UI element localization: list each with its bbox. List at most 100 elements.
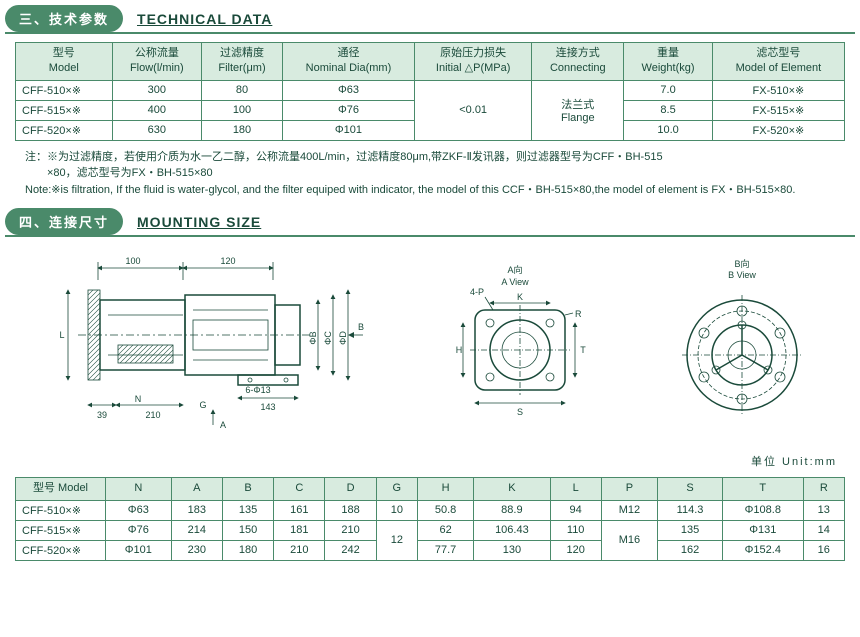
- t2-cell: CFF-520×※: [16, 540, 106, 560]
- t2-cell: M12: [601, 500, 657, 520]
- t2-header-6: G: [376, 478, 417, 500]
- t1-header-2: 过滤精度Filter(μm): [202, 43, 283, 81]
- t2-cell: 62: [417, 520, 473, 540]
- section2-header: 四、连接尺寸 MOUNTING SIZE: [5, 208, 855, 237]
- t2-cell: 150: [222, 520, 273, 540]
- t2-cell: 135: [222, 500, 273, 520]
- t2-cell: CFF-515×※: [16, 520, 106, 540]
- t2-cell: Φ76: [106, 520, 172, 540]
- t2-header-4: C: [274, 478, 325, 500]
- t2-cell: 135: [658, 520, 723, 540]
- svg-text:ΦB: ΦB: [308, 332, 318, 345]
- t2-header-5: D: [325, 478, 376, 500]
- t2-cell: 180: [222, 540, 273, 560]
- svg-text:S: S: [517, 407, 523, 417]
- t2-cell: 130: [474, 540, 550, 560]
- t1-cell: 630: [112, 120, 202, 140]
- t1-cell: 10.0: [624, 120, 712, 140]
- note-line1: 注：※为过滤精度，若使用介质为水一乙二醇，公称流量400L/min，过滤精度80…: [25, 149, 845, 166]
- t1-cell: 法兰式Flange: [532, 80, 624, 140]
- t1-header-7: 滤芯型号Model of Element: [712, 43, 844, 81]
- t2-cell: 110: [550, 520, 601, 540]
- t1-cell: CFF-515×※: [16, 100, 113, 120]
- t1-cell: 100: [202, 100, 283, 120]
- t2-cell: 183: [171, 500, 222, 520]
- t1-cell: FX-515×※: [712, 100, 844, 120]
- t1-cell: 7.0: [624, 80, 712, 100]
- t2-cell: 14: [803, 520, 844, 540]
- svg-text:ΦD: ΦD: [338, 331, 348, 345]
- diagram-row: 100 120 L 39 N 210 G 143: [5, 245, 855, 445]
- t2-cell: Φ131: [722, 520, 803, 540]
- svg-text:B向: B向: [734, 258, 749, 269]
- t2-cell: 10: [376, 500, 417, 520]
- svg-text:N: N: [135, 394, 142, 404]
- svg-text:R: R: [575, 309, 582, 319]
- svg-text:G: G: [200, 400, 207, 410]
- t2-cell: 77.7: [417, 540, 473, 560]
- technical-data-table: 型号Model公称流量Flow(l/min)过滤精度Filter(μm)通径No…: [15, 42, 845, 141]
- t2-cell: 88.9: [474, 500, 550, 520]
- note-line2: ×80，滤芯型号为FX・BH-515×80: [25, 165, 845, 182]
- t1-cell: 8.5: [624, 100, 712, 120]
- t1-cell: Φ101: [282, 120, 414, 140]
- section2-badge: 四、连接尺寸: [5, 208, 123, 235]
- t2-header-9: L: [550, 478, 601, 500]
- t2-cell: CFF-510×※: [16, 500, 106, 520]
- t2-header-0: 型号 Model: [16, 478, 106, 500]
- diagram-b-view: B向 B View: [662, 255, 822, 435]
- t2-cell: 50.8: [417, 500, 473, 520]
- t1-cell: 400: [112, 100, 202, 120]
- svg-text:B View: B View: [728, 270, 756, 280]
- svg-text:A向: A向: [507, 264, 522, 275]
- svg-text:A: A: [220, 420, 226, 430]
- t1-cell: FX-520×※: [712, 120, 844, 140]
- t2-cell: 120: [550, 540, 601, 560]
- t2-cell: M16: [601, 520, 657, 560]
- svg-text:K: K: [517, 292, 523, 302]
- t2-cell: Φ63: [106, 500, 172, 520]
- diagram-a-view: A向 A View 4-P K R H T S: [435, 255, 595, 435]
- svg-text:210: 210: [146, 410, 161, 420]
- t2-cell: 181: [274, 520, 325, 540]
- t2-cell: 188: [325, 500, 376, 520]
- mounting-size-table: 型号 ModelNABCDGHKLPSTR CFF-510×※Φ63183135…: [15, 477, 845, 560]
- t2-header-10: P: [601, 478, 657, 500]
- t1-cell: CFF-520×※: [16, 120, 113, 140]
- t2-cell: 162: [658, 540, 723, 560]
- t2-cell: 12: [376, 520, 417, 560]
- t2-header-8: K: [474, 478, 550, 500]
- t2-cell: 214: [171, 520, 222, 540]
- t2-cell: Φ108.8: [722, 500, 803, 520]
- section1-header: 三、技术参数 TECHNICAL DATA: [5, 5, 855, 34]
- t1-cell: FX-510×※: [712, 80, 844, 100]
- t2-cell: 94: [550, 500, 601, 520]
- note-line3: Note:※is filtration, If the fluid is wat…: [25, 182, 845, 199]
- t2-cell: 106.43: [474, 520, 550, 540]
- t2-cell: 16: [803, 540, 844, 560]
- t2-cell: 114.3: [658, 500, 723, 520]
- t1-cell: CFF-510×※: [16, 80, 113, 100]
- section1-title-en: TECHNICAL DATA: [137, 11, 272, 27]
- svg-text:L: L: [60, 330, 65, 340]
- svg-text:H: H: [456, 345, 463, 355]
- t1-header-0: 型号Model: [16, 43, 113, 81]
- t1-cell: 80: [202, 80, 283, 100]
- t2-cell: 242: [325, 540, 376, 560]
- section2-title-en: MOUNTING SIZE: [137, 214, 261, 230]
- t1-cell: <0.01: [415, 80, 532, 140]
- svg-text:A View: A View: [501, 277, 529, 287]
- t1-cell: 300: [112, 80, 202, 100]
- svg-text:39: 39: [97, 410, 107, 420]
- t2-header-7: H: [417, 478, 473, 500]
- t2-header-1: N: [106, 478, 172, 500]
- t1-header-3: 通径Nominal Dia(mm): [282, 43, 414, 81]
- t1-cell: Φ76: [282, 100, 414, 120]
- svg-text:143: 143: [261, 402, 276, 412]
- t2-cell: 210: [325, 520, 376, 540]
- t2-cell: 230: [171, 540, 222, 560]
- svg-text:ΦC: ΦC: [323, 331, 333, 345]
- t2-cell: 210: [274, 540, 325, 560]
- t2-header-13: R: [803, 478, 844, 500]
- t1-cell: Φ63: [282, 80, 414, 100]
